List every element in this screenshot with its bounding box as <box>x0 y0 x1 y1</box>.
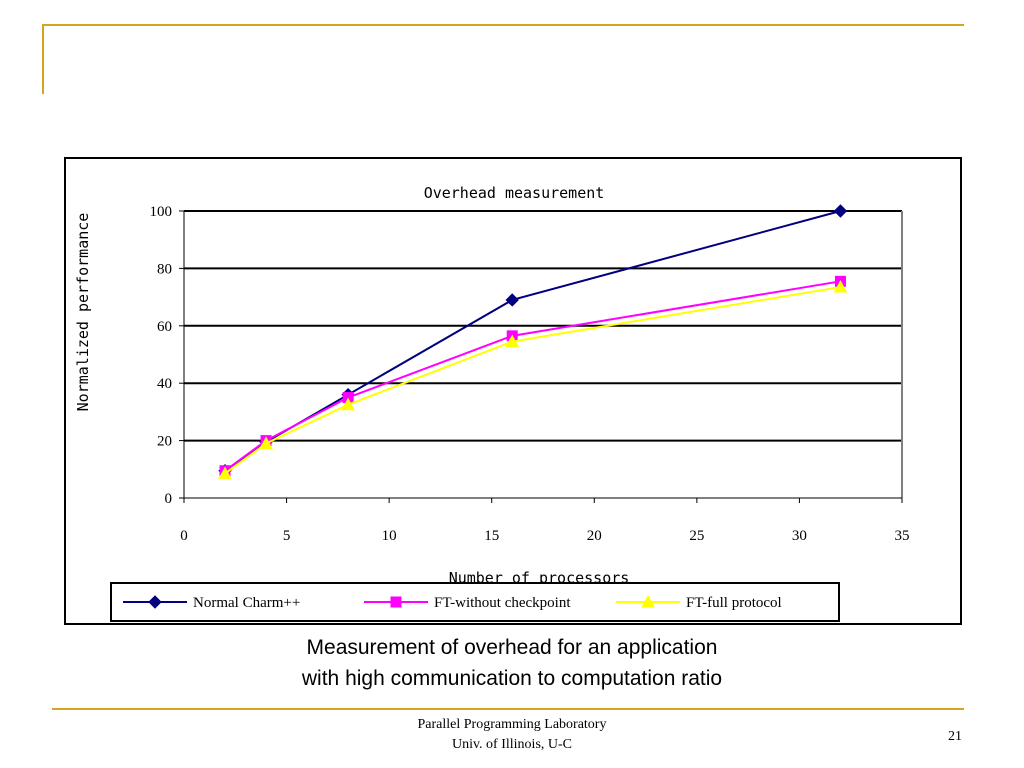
y-tick-label: 60 <box>157 319 172 335</box>
x-tick-label: 35 <box>895 528 910 544</box>
x-tick-label: 20 <box>587 528 602 544</box>
series-lines <box>218 204 848 480</box>
series-line-1 <box>224 280 841 472</box>
y-tick-label: 100 <box>150 204 173 220</box>
square-marker <box>390 596 402 608</box>
triangle-marker <box>641 594 655 608</box>
diamond-marker <box>505 293 519 307</box>
series-line-2 <box>224 286 841 475</box>
chart-title: Overhead measurement <box>424 184 605 202</box>
legend-label: Normal Charm++ <box>193 595 300 611</box>
caption-line-1: Measurement of overhead for an applicati… <box>306 636 718 659</box>
caption-line-2: with high communication to computation r… <box>301 667 723 690</box>
triangle-marker <box>833 280 848 293</box>
x-tick-label: 30 <box>792 528 807 544</box>
grid-lines <box>184 210 903 498</box>
triangle-marker <box>341 397 355 411</box>
footer-lab-name: Parallel Programming Laboratory <box>417 717 607 732</box>
page-number: 21 <box>948 729 962 744</box>
footer-accent-line <box>52 708 964 710</box>
y-tick-label: 80 <box>157 261 172 277</box>
legend-box <box>110 582 840 622</box>
diamond-marker <box>833 204 848 218</box>
legend-label: FT-without checkpoint <box>434 595 571 611</box>
x-tick-label: 0 <box>180 528 188 544</box>
x-tick-label: 5 <box>283 528 291 544</box>
top-accent-line <box>42 24 964 26</box>
triangle-marker <box>505 334 520 348</box>
overhead-chart: 0 20 40 60 80 100 0 5 10 15 20 25 30 35 Overhead meas… <box>74 184 910 622</box>
triangle-marker <box>218 466 232 480</box>
y-axis-label: Normalized performance <box>74 213 92 412</box>
triangle-marker <box>259 436 273 449</box>
left-accent-line <box>42 24 44 94</box>
y-tick-label: 0 <box>165 491 173 507</box>
legend: Normal Charm++ FT-without checkpoint FT-fu… <box>110 582 840 622</box>
y-tick-label: 40 <box>157 376 172 392</box>
x-tick-label: 10 <box>382 528 397 544</box>
diamond-marker <box>148 595 162 609</box>
x-tick-label: 15 <box>484 528 499 544</box>
y-tick-label: 20 <box>157 434 172 450</box>
x-tick-label: 25 <box>689 528 704 544</box>
legend-label: FT-full protocol <box>686 595 782 611</box>
footer-university: Univ. of Illinois, U-C <box>451 737 573 752</box>
chart-frame: 0 20 40 60 80 100 0 5 10 15 20 25 30 35 Overhead meas… <box>64 157 962 625</box>
axes: 0 20 40 60 80 100 0 5 10 15 20 25 30 35 <box>150 204 910 544</box>
series-line-0 <box>224 210 841 472</box>
